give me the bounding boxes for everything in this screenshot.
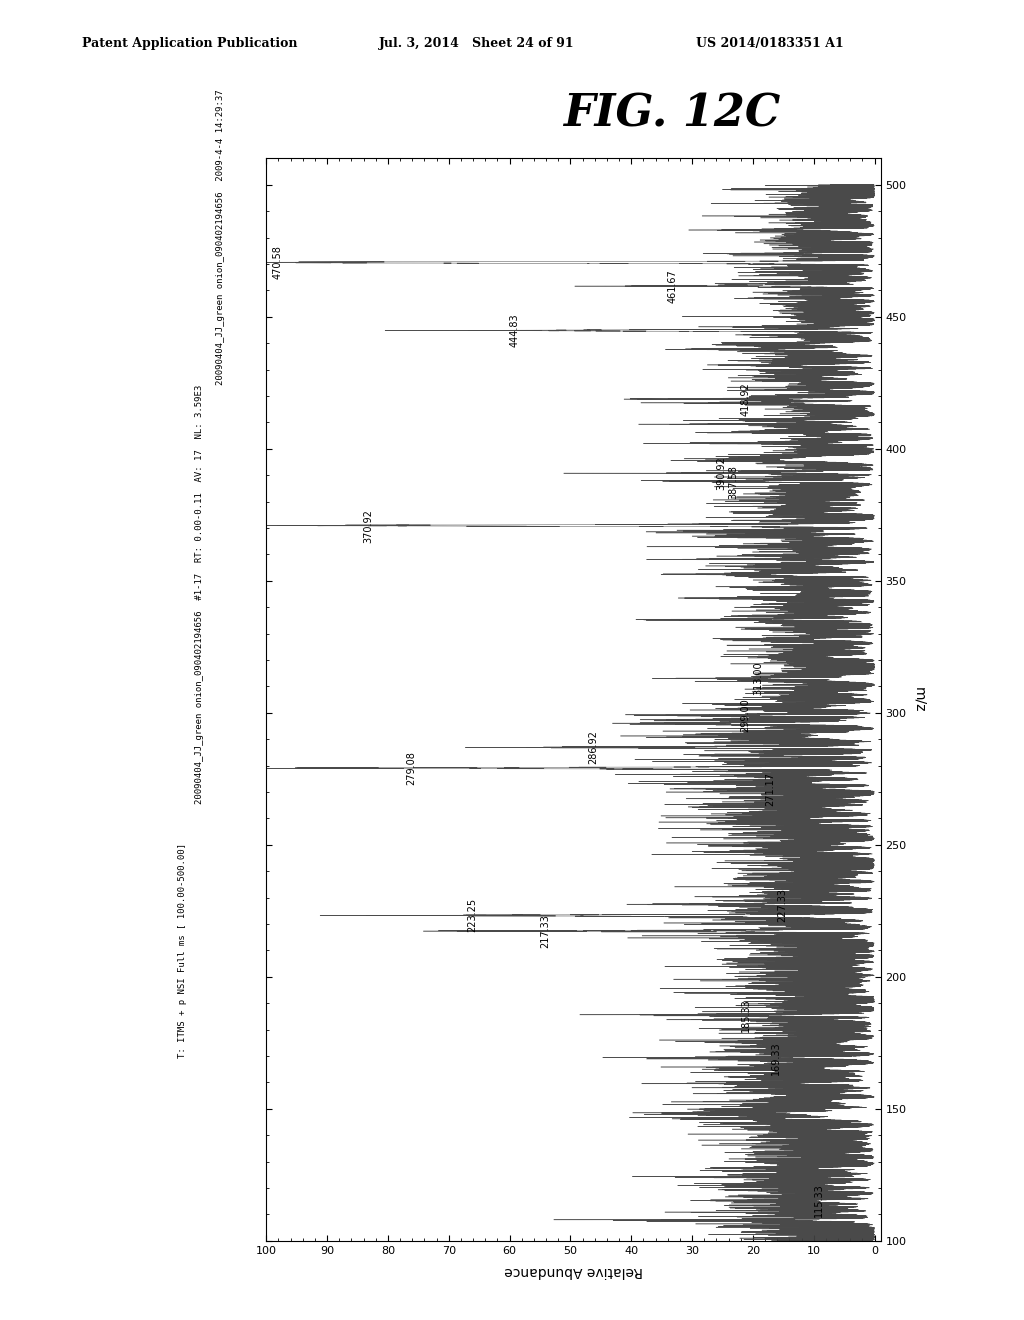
Text: 313.00: 313.00 [753, 661, 763, 696]
Text: 444.83: 444.83 [510, 314, 519, 347]
Text: 20090404_JJ_green onion_090402194656  2009-4-4 14:29:37: 20090404_JJ_green onion_090402194656 200… [216, 90, 224, 385]
Text: Patent Application Publication: Patent Application Publication [82, 37, 297, 50]
Text: 279.08: 279.08 [407, 751, 416, 785]
Text: 115.33: 115.33 [814, 1184, 823, 1217]
Text: 387.58: 387.58 [728, 465, 738, 499]
X-axis label: Relative Abundance: Relative Abundance [504, 1265, 643, 1278]
Y-axis label: m/z: m/z [912, 686, 926, 713]
Text: 223.25: 223.25 [467, 899, 477, 932]
Text: 227.33: 227.33 [777, 887, 787, 921]
Text: 271.17: 271.17 [765, 772, 775, 807]
Text: FIG. 12C: FIG. 12C [563, 92, 780, 136]
Text: 299.00: 299.00 [740, 698, 751, 733]
Text: 370.92: 370.92 [364, 508, 374, 543]
Text: 390.92: 390.92 [717, 455, 726, 490]
Text: 286.92: 286.92 [589, 730, 599, 764]
Text: T: ITMS + p NSI Full ms [ 100.00-500.00]: T: ITMS + p NSI Full ms [ 100.00-500.00] [178, 843, 186, 1057]
Text: 470.58: 470.58 [272, 246, 283, 280]
Text: 185.33: 185.33 [740, 999, 751, 1032]
Text: US 2014/0183351 A1: US 2014/0183351 A1 [696, 37, 844, 50]
Text: Jul. 3, 2014   Sheet 24 of 91: Jul. 3, 2014 Sheet 24 of 91 [379, 37, 574, 50]
Text: 461.67: 461.67 [668, 269, 678, 302]
Text: 20090404_JJ_green onion_090402194656  #1-17  RT: 0.00-0.11  AV: 17  NL: 3.59E3: 20090404_JJ_green onion_090402194656 #1-… [196, 384, 204, 804]
Text: 217.33: 217.33 [540, 915, 550, 948]
Text: 169.33: 169.33 [771, 1041, 781, 1074]
Text: 418.92: 418.92 [740, 381, 751, 416]
